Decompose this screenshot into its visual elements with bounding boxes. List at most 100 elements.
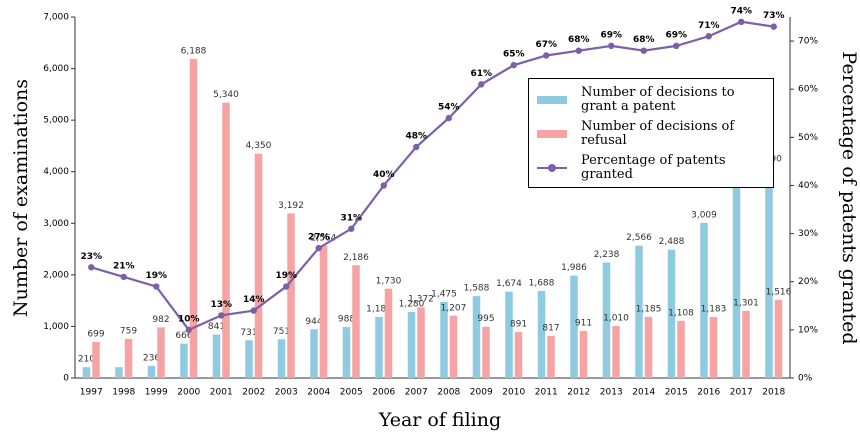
line-marker	[478, 81, 485, 88]
bar-value-label: 1,010	[603, 313, 629, 323]
bar	[417, 307, 425, 378]
line-value-label: 21%	[113, 261, 135, 271]
bar	[505, 291, 513, 378]
bar	[667, 249, 676, 378]
line-marker	[348, 225, 355, 232]
bar-value-label: 2,488	[659, 237, 685, 247]
y2-tick-label: 0%	[798, 374, 813, 384]
bar	[709, 316, 718, 378]
y-axis-label: Number of examinations	[10, 79, 32, 317]
bar	[277, 339, 286, 378]
y2-tick-label: 10%	[798, 325, 818, 335]
line-value-label: 48%	[405, 131, 427, 141]
x-tick-label: 2008	[437, 388, 460, 398]
x-tick-label: 2001	[210, 388, 233, 398]
legend: Number of decisions to grant a patent Num…	[528, 78, 774, 188]
bar	[82, 367, 91, 378]
bar-value-label: 2,186	[343, 253, 369, 263]
x-axis-label: Year of filing	[378, 409, 501, 431]
line-marker	[673, 42, 680, 50]
bar-value-label: 1,475	[431, 289, 457, 299]
y-tick-label: 2,000	[43, 270, 69, 280]
x-tick-label: 2011	[535, 388, 558, 398]
bar	[384, 288, 393, 378]
line-marker	[738, 18, 745, 26]
line-value-label: 67%	[535, 40, 557, 50]
bar	[245, 340, 253, 378]
bar-value-label: 731	[240, 328, 257, 338]
line-marker	[640, 47, 647, 54]
bar-value-label: 3,192	[278, 201, 304, 211]
bar-value-label: 944	[305, 317, 322, 327]
bar-value-label: 1,730	[376, 276, 402, 286]
bar-value-label: 5,340	[213, 90, 239, 100]
x-tick-label: 2015	[665, 388, 688, 398]
bar	[124, 338, 133, 378]
bar	[115, 367, 123, 378]
line-value-label: 14%	[243, 295, 265, 305]
bar-value-label: 751	[273, 327, 290, 337]
bar	[774, 299, 783, 378]
line-marker	[250, 307, 257, 314]
bar	[482, 326, 490, 378]
bar	[644, 316, 653, 378]
line-value-label: 69%	[600, 30, 622, 40]
bar-value-label: 1,372	[408, 295, 434, 305]
x-tick-label: 1999	[145, 388, 168, 398]
x-tick-label: 2014	[632, 388, 655, 398]
line-value-label: 23%	[80, 252, 102, 262]
bar-value-label: 841	[208, 322, 225, 332]
line-marker	[705, 33, 712, 40]
x-tick-label: 2013	[600, 388, 623, 398]
legend-swatch	[537, 164, 567, 172]
bar	[677, 320, 685, 378]
legend-swatch	[537, 96, 567, 104]
bar	[342, 327, 351, 378]
x-tick-label: 2004	[307, 388, 330, 398]
bar-value-label: 1,185	[636, 304, 662, 314]
line-value-label: 19%	[145, 271, 167, 281]
x-tick-label: 2017	[730, 388, 753, 398]
x-tick-label: 2005	[340, 388, 363, 398]
bar-value-label: 1,688	[529, 278, 555, 288]
bar	[310, 329, 318, 378]
x-tick-label: 2000	[177, 388, 200, 398]
y2-tick-label: 30%	[798, 229, 818, 239]
bar	[212, 334, 221, 378]
line-value-label: 65%	[503, 50, 525, 60]
line-value-label: 27%	[308, 233, 330, 243]
y2-tick-label: 60%	[798, 85, 818, 95]
bar	[579, 331, 588, 378]
bar	[602, 262, 611, 378]
y2-tick-label: 70%	[798, 37, 818, 47]
line-marker	[380, 182, 387, 189]
bar	[254, 153, 263, 378]
x-tick-label: 2003	[275, 388, 298, 398]
line-value-label: 13%	[210, 300, 232, 310]
bar	[352, 265, 360, 378]
bar-value-label: 699	[87, 329, 104, 339]
line-marker	[510, 61, 517, 69]
x-tick-label: 1998	[112, 388, 135, 398]
bar	[612, 325, 620, 378]
bar-value-label: 759	[120, 326, 137, 336]
bar	[440, 301, 448, 378]
bar-value-label: 4,350	[246, 141, 272, 151]
legend-label: Number of decisions to grant a patent	[581, 85, 735, 114]
line-marker	[283, 283, 290, 290]
line-marker	[153, 283, 160, 290]
line-value-label: 68%	[568, 35, 590, 45]
bar-value-label: 1,588	[464, 284, 490, 294]
y-tick-label: 4,000	[43, 167, 69, 177]
legend-item: Percentage of patents granted	[537, 151, 765, 185]
bar-value-label: 1,184	[366, 304, 392, 314]
y2-tick-label: 50%	[798, 133, 818, 143]
x-tick-label: 2012	[567, 388, 590, 398]
line-value-label: 68%	[633, 35, 655, 45]
bar	[700, 222, 708, 378]
bar-value-label: 3,009	[691, 210, 717, 220]
y-tick-label: 6,000	[43, 64, 69, 74]
bar-value-label: 891	[510, 320, 527, 330]
